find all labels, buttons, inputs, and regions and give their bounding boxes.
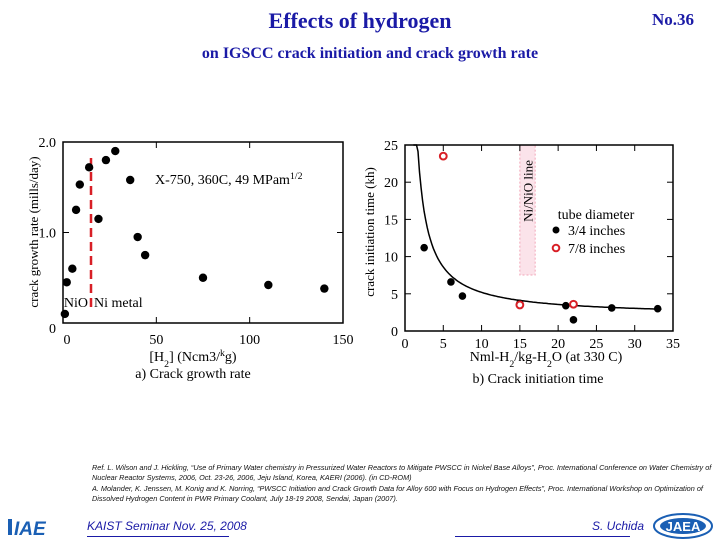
chart-a-point xyxy=(198,273,208,282)
chart-a-ytick-label: 2.0 xyxy=(39,136,57,151)
chart-a-point xyxy=(126,175,135,185)
chart-a-point xyxy=(264,280,273,290)
chart-a-ytick-label: 0 xyxy=(49,322,56,337)
reference-line-4: Dissolved Hydrogen Content in PWR Primar… xyxy=(92,494,398,504)
chart-b-ytick-label: 0 xyxy=(391,325,398,340)
chart-b-xtick-label: 5 xyxy=(440,337,447,352)
chart-a-point xyxy=(62,278,71,287)
chart-b-point-filled xyxy=(653,304,662,313)
chart-a-ylabel: crack growth rate (mills/day) xyxy=(26,156,41,307)
chart-a-xtick-label: 150 xyxy=(333,333,354,348)
chart-b-legend-label: 3/4 inches xyxy=(568,224,625,239)
chart-a-point xyxy=(94,214,103,224)
chart-b-legend-title: tube diameter xyxy=(558,208,635,223)
chart-b-caption: b) Crack initiation time xyxy=(472,372,603,387)
chart-b-point-open xyxy=(569,299,578,309)
chart-a: 0 1.0 2.0 0 50 100 150 NiO Ni metal X-750, 360C, … xyxy=(26,136,354,382)
reference-line-2: Nuclear Reactor Systems, 2006, Oct. 23-2… xyxy=(92,473,412,483)
chart-b-point-filled xyxy=(458,292,467,300)
chart-b-legend-marker-open xyxy=(551,243,561,253)
chart-b-frame xyxy=(404,144,674,332)
chart-b-xtick-label: 30 xyxy=(628,337,642,352)
chart-b: Ni/NiO line 0 5 10 15 20 25 0 5 10 15 20 25 30 35 tube … xyxy=(362,139,680,387)
slide-number: No.36 xyxy=(652,10,695,29)
page-title: Effects of hydrogen xyxy=(268,8,452,33)
reference-line-3: A. Molander, K. Jenssen, M. Konig and K.… xyxy=(92,483,703,493)
chart-a-point xyxy=(84,163,94,172)
chart-b-ytick-label: 5 xyxy=(391,288,398,303)
chart-a-xtick-label: 100 xyxy=(239,333,260,348)
chart-b-ytick-label: 20 xyxy=(384,176,398,191)
chart-a-point xyxy=(101,155,111,165)
chart-b-xtick-label: 0 xyxy=(402,337,409,352)
footer-divider-left xyxy=(87,536,229,537)
chart-a-xtick-label: 0 xyxy=(64,333,71,348)
chart-a-point xyxy=(71,205,81,215)
chart-a-point xyxy=(133,232,142,242)
chart-b-legend-marker-filled xyxy=(552,226,560,234)
chart-a-point xyxy=(68,264,77,273)
chart-a-xlabel: [H2] (Ncm3/kg) xyxy=(149,348,237,370)
chart-b-point-filled xyxy=(447,278,455,286)
chart-b-point-filled xyxy=(420,243,428,252)
chart-b-point-filled xyxy=(569,316,578,324)
chart-b-xlabel: Nml-H2/kg-H2O (at 330 C) xyxy=(470,350,623,370)
chart-b-legend-label: 7/8 inches xyxy=(568,242,625,257)
chart-a-caption: a) Crack growth rate xyxy=(135,367,250,382)
chart-b-point-filled xyxy=(607,304,616,312)
chart-a-point xyxy=(320,284,329,293)
chart-a-ytick-label: 1.0 xyxy=(39,227,57,242)
footer-divider-right xyxy=(455,536,630,537)
chart-b-point-open xyxy=(515,300,525,310)
chart-b-ytick-label: 10 xyxy=(384,251,398,266)
chart-a-xtick-label: 50 xyxy=(149,333,163,348)
chart-b-ni-nio-band xyxy=(519,144,536,276)
chart-b-ytick-label: 15 xyxy=(384,213,398,228)
chart-a-point xyxy=(140,250,150,260)
chart-a-point xyxy=(60,309,70,319)
chart-b-point-filled xyxy=(562,301,570,310)
jaea-logo: JAEA xyxy=(653,513,713,539)
chart-a-label-ni-metal: Ni metal xyxy=(94,296,143,311)
chart-b-xtick-label: 35 xyxy=(666,337,680,352)
chart-b-ylabel: crack initiation time (kh) xyxy=(362,167,377,297)
page-subtitle: on IGSCC crack initiation and crack grow… xyxy=(201,45,539,62)
iae-logo: IAE xyxy=(8,519,47,540)
footer-seminar: KAIST Seminar Nov. 25, 2008 xyxy=(87,519,247,533)
footer-author: S. Uchida xyxy=(592,519,645,533)
chart-b-xtick-label: 15 xyxy=(513,337,527,352)
chart-a-point xyxy=(75,180,85,189)
chart-b-xtick-label: 20 xyxy=(551,337,565,352)
chart-b-fit-curve xyxy=(413,144,662,310)
chart-a-label-nio: NiO xyxy=(64,296,88,311)
chart-b-ytick-label: 25 xyxy=(384,139,398,154)
chart-b-xtick-label: 25 xyxy=(589,337,603,352)
jaea-logo-text: JAEA xyxy=(666,519,701,534)
reference-line-1: Ref. L. Wilson and J. Hickling, “Use of … xyxy=(92,463,712,472)
references: Ref. L. Wilson and J. Hickling, “Use of … xyxy=(92,463,712,505)
chart-b-point-open xyxy=(438,151,448,161)
iae-logo-text: IAE xyxy=(14,519,47,540)
chart-b-xtick-label: 10 xyxy=(475,337,489,352)
chart-b-ni-nio-label: Ni/NiO line xyxy=(521,160,536,222)
chart-a-annotation: X-750, 360C, 49 MPam1/2 xyxy=(155,171,303,189)
chart-a-point xyxy=(111,146,120,156)
